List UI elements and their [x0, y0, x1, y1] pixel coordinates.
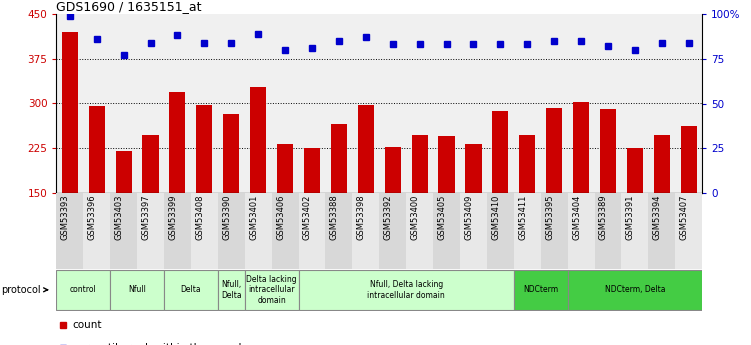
Text: GSM53403: GSM53403 — [115, 195, 124, 240]
Bar — [519, 135, 535, 193]
Bar — [164, 193, 191, 269]
Text: Nfull,
Delta: Nfull, Delta — [221, 280, 242, 299]
Bar — [352, 193, 379, 269]
Bar — [487, 193, 514, 269]
Text: GSM53407: GSM53407 — [680, 195, 689, 240]
Text: GSM53401: GSM53401 — [249, 195, 258, 240]
Bar — [245, 270, 299, 310]
Bar — [196, 105, 213, 193]
Bar — [460, 193, 487, 269]
Bar — [412, 135, 428, 193]
Text: GSM53388: GSM53388 — [330, 195, 339, 240]
Text: GSM53400: GSM53400 — [411, 195, 420, 240]
Bar — [272, 193, 299, 269]
Text: percentile rank within the sample: percentile rank within the sample — [72, 343, 249, 345]
Text: GSM53389: GSM53389 — [599, 195, 608, 240]
Bar — [357, 105, 374, 193]
Bar — [218, 270, 245, 310]
Text: GSM53393: GSM53393 — [61, 195, 70, 240]
Bar — [170, 91, 185, 193]
Bar — [385, 147, 401, 193]
Bar — [250, 87, 266, 193]
Text: GSM53402: GSM53402 — [303, 195, 312, 240]
Bar — [89, 106, 105, 193]
Bar — [191, 193, 218, 269]
Text: GSM53399: GSM53399 — [168, 195, 177, 240]
Text: Delta: Delta — [180, 285, 201, 294]
Text: GSM53397: GSM53397 — [141, 195, 150, 240]
Bar — [56, 270, 110, 310]
Bar — [514, 270, 568, 310]
Text: GSM53394: GSM53394 — [653, 195, 662, 240]
Text: GSM53398: GSM53398 — [357, 195, 366, 240]
Bar — [568, 193, 595, 269]
Bar — [406, 193, 433, 269]
Bar — [573, 102, 589, 193]
Text: protocol: protocol — [1, 285, 47, 295]
Bar — [116, 151, 131, 193]
Bar — [627, 148, 643, 193]
Bar — [277, 144, 293, 193]
Bar — [83, 193, 110, 269]
Bar — [164, 270, 218, 310]
Text: GSM53404: GSM53404 — [572, 195, 581, 240]
Bar — [299, 193, 325, 269]
Text: GSM53408: GSM53408 — [195, 195, 204, 240]
Bar — [648, 193, 675, 269]
Text: Nfull, Delta lacking
intracellular domain: Nfull, Delta lacking intracellular domai… — [367, 280, 445, 299]
Text: GSM53411: GSM53411 — [518, 195, 527, 240]
Text: GSM53405: GSM53405 — [438, 195, 447, 240]
Bar — [245, 193, 272, 269]
Bar — [493, 111, 508, 193]
Text: GSM53409: GSM53409 — [464, 195, 473, 240]
Text: Delta lacking
intracellular
domain: Delta lacking intracellular domain — [246, 275, 297, 305]
Text: GSM53395: GSM53395 — [545, 195, 554, 240]
Bar — [110, 270, 164, 310]
Bar — [223, 114, 240, 193]
Bar — [568, 270, 702, 310]
Bar — [514, 193, 541, 269]
Text: GSM53391: GSM53391 — [626, 195, 635, 240]
Bar — [330, 125, 347, 193]
Text: GSM53390: GSM53390 — [222, 195, 231, 240]
Text: GSM53410: GSM53410 — [491, 195, 500, 240]
Bar — [299, 270, 514, 310]
Bar — [62, 32, 78, 193]
Text: GDS1690 / 1635151_at: GDS1690 / 1635151_at — [56, 0, 202, 13]
Bar — [600, 109, 616, 193]
Bar — [218, 193, 245, 269]
Bar — [433, 193, 460, 269]
Text: GSM53406: GSM53406 — [276, 195, 285, 240]
Bar — [110, 193, 137, 269]
Bar — [595, 193, 622, 269]
Bar — [137, 193, 164, 269]
Text: GSM53396: GSM53396 — [88, 195, 97, 240]
Text: GSM53392: GSM53392 — [384, 195, 393, 240]
Bar — [546, 108, 562, 193]
Bar — [379, 193, 406, 269]
Bar — [653, 135, 670, 193]
Text: control: control — [70, 285, 97, 294]
Text: count: count — [72, 320, 102, 330]
Bar — [143, 135, 158, 193]
Bar — [56, 193, 83, 269]
Text: Nfull: Nfull — [128, 285, 146, 294]
Bar — [304, 148, 320, 193]
Bar — [325, 193, 352, 269]
Text: NDCterm: NDCterm — [523, 285, 558, 294]
Bar — [466, 144, 481, 193]
Bar — [541, 193, 568, 269]
Bar — [680, 126, 697, 193]
Text: NDCterm, Delta: NDCterm, Delta — [605, 285, 665, 294]
Bar — [675, 193, 702, 269]
Bar — [439, 136, 454, 193]
Bar — [622, 193, 648, 269]
